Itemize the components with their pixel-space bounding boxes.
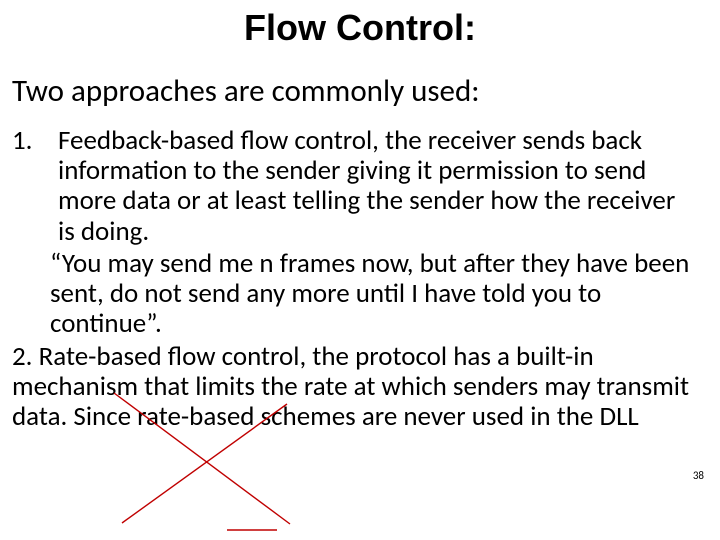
- body-text: 1.Feedback-based flow control, the recei…: [12, 126, 714, 432]
- page-number: 38: [693, 469, 704, 482]
- item-1-text: Feedback-based flow control, the receive…: [58, 126, 698, 247]
- list-number-1: 1.: [12, 126, 58, 156]
- item-1: 1.Feedback-based flow control, the recei…: [12, 126, 714, 247]
- slide: Flow Control: Two approaches are commonl…: [0, 0, 720, 540]
- item-2-text: 2. Rate-based flow control, the protocol…: [12, 342, 714, 433]
- item-1-quote: “You may send me n frames now, but after…: [50, 249, 716, 340]
- slide-title: Flow Control:: [0, 8, 720, 48]
- slide-subtitle: Two approaches are commonly used:: [12, 74, 712, 110]
